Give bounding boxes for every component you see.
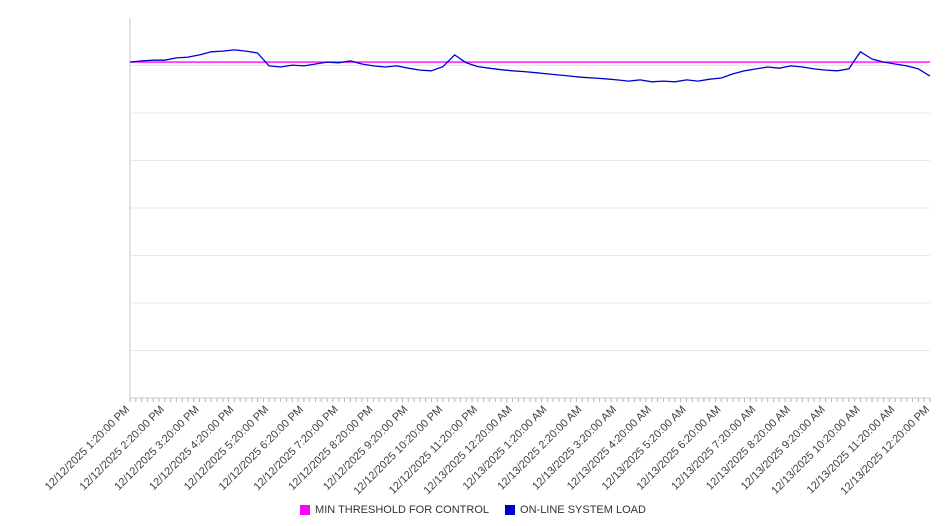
x-axis-ticks bbox=[129, 398, 931, 402]
legend-item-min-threshold[interactable]: MIN THRESHOLD FOR CONTROL bbox=[300, 504, 489, 516]
system-load-line bbox=[129, 49, 931, 83]
legend-label-system-load: ON-LINE SYSTEM LOAD bbox=[520, 504, 646, 516]
legend-swatch-system-load bbox=[505, 505, 516, 515]
legend-label-min-threshold: MIN THRESHOLD FOR CONTROL bbox=[315, 504, 490, 516]
gridlines bbox=[130, 65, 930, 351]
legend-swatch-min-threshold bbox=[300, 505, 311, 515]
legend-item-system-load[interactable]: ON-LINE SYSTEM LOAD bbox=[505, 504, 646, 516]
chart-legend: MIN THRESHOLD FOR CONTROL ON-LINE SYSTEM… bbox=[0, 504, 946, 516]
